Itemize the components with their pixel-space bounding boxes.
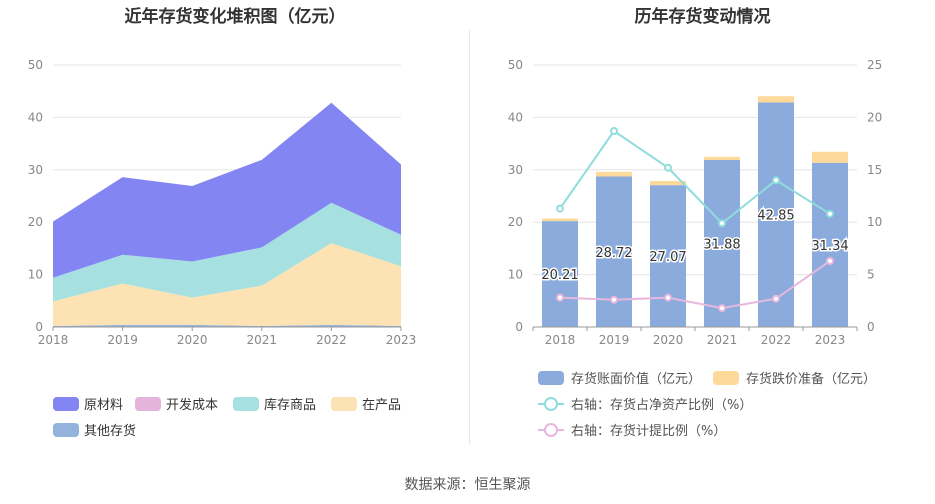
legend-swatch-开发成本 xyxy=(135,397,161,411)
area-原材料 xyxy=(53,102,401,278)
right-y2-tick-label: 10 xyxy=(867,215,882,229)
right-y2-tick-label: 25 xyxy=(867,58,882,72)
legend-label: 存货账面价值（亿元） xyxy=(571,371,701,387)
line-point xyxy=(826,256,834,265)
left-y-tick-label: 50 xyxy=(28,58,43,72)
right-x-tick-label: 2019 xyxy=(599,333,630,347)
line-point xyxy=(610,295,618,304)
line-point xyxy=(556,204,564,213)
line-point xyxy=(772,294,780,303)
bar-impairment xyxy=(812,151,848,163)
bar-impairment xyxy=(758,96,794,103)
bar-book-value xyxy=(812,162,848,327)
line-point xyxy=(556,293,564,302)
area-库存商品 xyxy=(53,202,401,302)
line-point xyxy=(664,293,672,302)
line-point xyxy=(718,304,726,313)
line-point xyxy=(610,127,618,136)
left-x-tick-label: 2021 xyxy=(247,333,278,347)
right-y-tick-label: 50 xyxy=(508,58,523,72)
legend-marker-右轴：存货占净资产比例（%） xyxy=(544,397,558,411)
line-右轴：存货占净资产比例（%） xyxy=(559,129,831,225)
line-point xyxy=(826,209,834,218)
bar-data-label: 31.34 xyxy=(811,239,848,254)
bar-impairment xyxy=(650,180,686,186)
legend-label: 原材料 xyxy=(84,398,123,413)
legend-label: 在产品 xyxy=(362,398,401,413)
bar-impairment xyxy=(542,218,578,222)
legend-label: 右轴：存货计提比例（%） xyxy=(571,423,726,439)
left-x-tick-label: 2020 xyxy=(177,333,208,347)
legend-swatch-存货跌价准备（亿元） xyxy=(713,371,739,385)
right-y2-tick-label: 20 xyxy=(867,110,882,124)
legend-marker-右轴：存货计提比例（%） xyxy=(544,423,558,437)
legend-swatch-库存商品 xyxy=(233,397,259,411)
right-x-tick-label: 2022 xyxy=(761,333,792,347)
bar-impairment xyxy=(596,171,632,177)
area-其他存货 xyxy=(53,324,401,327)
source-value: 恒生聚源 xyxy=(474,477,531,493)
legend-swatch-原材料 xyxy=(53,397,79,411)
bar-data-label: 28.72 xyxy=(595,246,632,261)
legend-swatch-存货账面价值（亿元） xyxy=(538,371,564,385)
right-chart-title: 历年存货变动情况 xyxy=(634,7,771,27)
left-y-tick-label: 20 xyxy=(28,215,43,229)
left-x-tick-label: 2018 xyxy=(38,333,69,347)
area-在产品 xyxy=(53,243,401,326)
source-note: 数据来源：恒生聚源 xyxy=(0,474,935,494)
legend-label: 存货跌价准备（亿元） xyxy=(746,371,876,387)
legend-label: 开发成本 xyxy=(166,397,218,413)
left-x-tick-label: 2019 xyxy=(107,333,138,347)
bar-data-label: 27.07 xyxy=(649,250,686,265)
right-y2-tick-label: 15 xyxy=(867,163,882,177)
right-y-tick-label: 30 xyxy=(508,163,523,177)
line-右轴：存货计提比例（%） xyxy=(559,260,831,310)
right-y-tick-label: 40 xyxy=(508,110,523,124)
left-y-tick-label: 40 xyxy=(28,110,43,124)
legend-label: 右轴：存货占净资产比例（%） xyxy=(571,397,752,413)
right-y2-tick-label: 0 xyxy=(867,320,875,334)
left-chart-title: 近年存货变化堆积图（亿元） xyxy=(124,7,346,27)
right-x-tick-label: 2020 xyxy=(653,333,684,347)
legend-swatch-在产品 xyxy=(331,397,357,411)
right-x-tick-label: 2023 xyxy=(815,333,846,347)
source-label: 数据来源： xyxy=(404,477,475,493)
legend-label: 其他存货 xyxy=(84,423,136,439)
bar-data-label: 31.88 xyxy=(703,237,740,252)
bar-impairment xyxy=(704,156,740,160)
left-y-tick-label: 30 xyxy=(28,163,43,177)
right-x-tick-label: 2021 xyxy=(707,333,738,347)
bar-book-value xyxy=(704,159,740,327)
line-point xyxy=(718,219,726,228)
right-y2-tick-label: 5 xyxy=(867,268,875,282)
left-y-tick-label: 0 xyxy=(35,320,43,334)
right-y-tick-label: 20 xyxy=(508,215,523,229)
right-x-tick-label: 2018 xyxy=(545,333,576,347)
line-point xyxy=(664,163,672,172)
line-point xyxy=(772,176,780,185)
bar-book-value xyxy=(542,221,578,327)
bar-data-label: 42.85 xyxy=(757,209,794,224)
left-x-tick-label: 2023 xyxy=(386,333,417,347)
left-y-tick-label: 10 xyxy=(28,268,43,282)
left-x-tick-label: 2022 xyxy=(316,333,347,347)
bar-data-label: 20.21 xyxy=(541,268,578,283)
right-y-tick-label: 0 xyxy=(515,320,523,334)
legend-label: 库存商品 xyxy=(264,397,316,413)
right-y-tick-label: 10 xyxy=(508,268,523,282)
legend-swatch-其他存货 xyxy=(53,423,79,437)
bar-book-value xyxy=(650,185,686,327)
panel-divider xyxy=(469,30,470,445)
